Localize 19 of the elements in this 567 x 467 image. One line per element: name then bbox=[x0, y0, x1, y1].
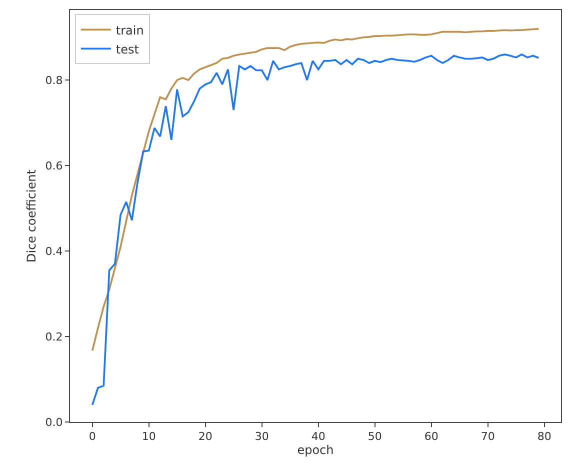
x-tick-label: 20 bbox=[198, 430, 212, 444]
x-tick-label: 70 bbox=[480, 430, 495, 444]
x-tick-label: 30 bbox=[254, 430, 269, 444]
x-tick-label: 0 bbox=[88, 430, 96, 444]
x-tick-label: 40 bbox=[311, 430, 326, 444]
y-tick-label: 0.2 bbox=[45, 330, 63, 344]
y-tick-label: 0.0 bbox=[45, 416, 63, 429]
x-tick-label: 50 bbox=[368, 430, 382, 444]
x-tick-label: 80 bbox=[537, 430, 552, 444]
legend-label: test bbox=[116, 42, 140, 56]
x-tick-label: 60 bbox=[424, 430, 438, 444]
x-tick-label: 10 bbox=[142, 430, 156, 444]
y-tick-label: 0.6 bbox=[45, 159, 63, 172]
y-tick-label: 0.4 bbox=[45, 244, 63, 258]
y-axis-title: Dice coefficient bbox=[24, 169, 39, 262]
legend-label: train bbox=[116, 23, 144, 38]
x-axis-title: epoch bbox=[297, 443, 334, 458]
y-tick-label: 0.8 bbox=[45, 74, 63, 87]
line-series bbox=[91, 54, 540, 406]
